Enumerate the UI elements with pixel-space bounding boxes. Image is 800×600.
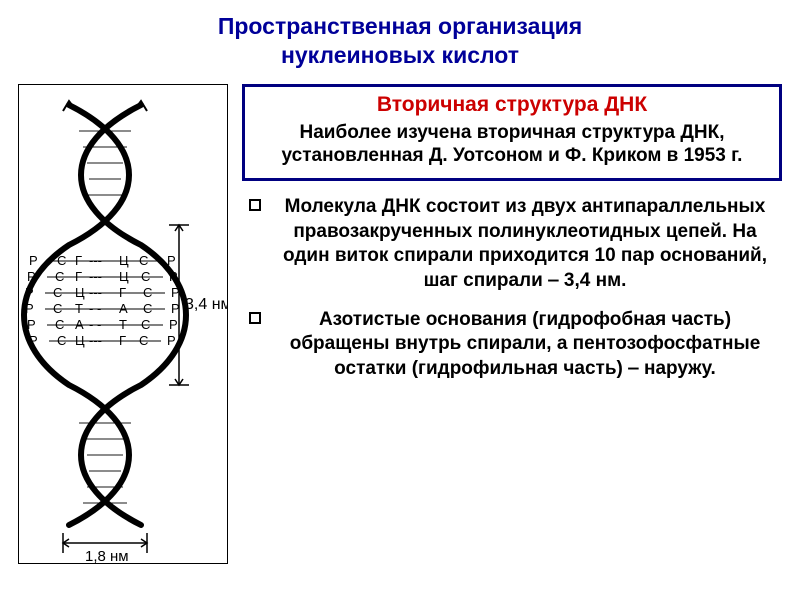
svg-text:С: С bbox=[141, 317, 150, 332]
svg-text:Р: Р bbox=[27, 317, 36, 332]
svg-text:А: А bbox=[75, 317, 84, 332]
svg-text:Ц: Ц bbox=[75, 285, 85, 300]
text-column: Вторичная структура ДНК Наиболее изучена… bbox=[242, 84, 782, 564]
svg-text:---: --- bbox=[89, 285, 102, 300]
svg-text:С: С bbox=[139, 333, 148, 348]
title-line-1: Пространственная организация bbox=[218, 13, 582, 39]
svg-text:С: С bbox=[57, 333, 66, 348]
svg-text:Ц: Ц bbox=[119, 269, 129, 284]
bullet-1: Молекула ДНК состоит из двух антипаралле… bbox=[242, 195, 782, 294]
svg-text:С: С bbox=[143, 301, 152, 316]
info-box: Вторичная структура ДНК Наиболее изучена… bbox=[242, 84, 782, 182]
helix-strands bbox=[24, 105, 186, 525]
content-row: 1,8 нм 3,4 нм bbox=[18, 84, 782, 564]
svg-text:Г: Г bbox=[119, 285, 126, 300]
svg-text:С: С bbox=[55, 317, 64, 332]
svg-text:С: С bbox=[55, 269, 64, 284]
svg-text:- -: - - bbox=[89, 317, 101, 332]
svg-text:Г: Г bbox=[119, 333, 126, 348]
base-pairs: Р С Г --- Ц С Р Р С Г --- Ц С Р Р С Ц --- Г С… bbox=[25, 253, 180, 348]
bullet-marker-icon bbox=[246, 308, 264, 382]
svg-text:Р: Р bbox=[167, 333, 176, 348]
svg-text:Р: Р bbox=[171, 301, 180, 316]
svg-text:Р: Р bbox=[25, 301, 34, 316]
svg-text:---: --- bbox=[89, 253, 102, 268]
bullet-2: Азотистые основания (гидрофобная часть) … bbox=[242, 308, 782, 382]
svg-text:С: С bbox=[57, 253, 66, 268]
svg-text:Т: Т bbox=[75, 301, 83, 316]
bullet-marker-icon bbox=[246, 195, 264, 294]
title-line-2: нуклеиновых кислот bbox=[281, 42, 519, 68]
svg-text:Ц: Ц bbox=[75, 333, 85, 348]
svg-text:С: С bbox=[141, 269, 150, 284]
svg-text:- -: - - bbox=[89, 301, 101, 316]
svg-text:А: А bbox=[119, 301, 128, 316]
bullet-1-text: Молекула ДНК состоит из двух антипаралле… bbox=[272, 195, 778, 294]
svg-text:---: --- bbox=[89, 269, 102, 284]
svg-text:Р: Р bbox=[25, 285, 34, 300]
svg-text:С: С bbox=[143, 285, 152, 300]
svg-text:Г: Г bbox=[75, 269, 82, 284]
svg-text:Р: Р bbox=[171, 285, 180, 300]
box-body: Наиболее изучена вторичная структура ДНК… bbox=[255, 121, 769, 169]
svg-text:Г: Г bbox=[75, 253, 82, 268]
bullet-2-text: Азотистые основания (гидрофобная часть) … bbox=[272, 308, 778, 382]
pitch-label: 3,4 нм bbox=[185, 296, 227, 313]
dna-helix-diagram: 1,8 нм 3,4 нм bbox=[18, 84, 228, 564]
svg-text:Р: Р bbox=[29, 253, 38, 268]
svg-text:Р: Р bbox=[167, 253, 176, 268]
svg-text:Р: Р bbox=[169, 317, 178, 332]
svg-text:Т: Т bbox=[119, 317, 127, 332]
svg-text:Ц: Ц bbox=[119, 253, 129, 268]
svg-text:Р: Р bbox=[169, 269, 178, 284]
svg-text:С: С bbox=[53, 301, 62, 316]
page-title: Пространственная организация нуклеиновых… bbox=[18, 12, 782, 70]
svg-text:Р: Р bbox=[27, 269, 36, 284]
width-label: 1,8 нм bbox=[85, 548, 129, 563]
subtitle: Вторичная структура ДНК bbox=[255, 93, 769, 117]
svg-text:---: --- bbox=[89, 333, 102, 348]
svg-text:Р: Р bbox=[29, 333, 38, 348]
svg-text:С: С bbox=[139, 253, 148, 268]
svg-text:С: С bbox=[53, 285, 62, 300]
